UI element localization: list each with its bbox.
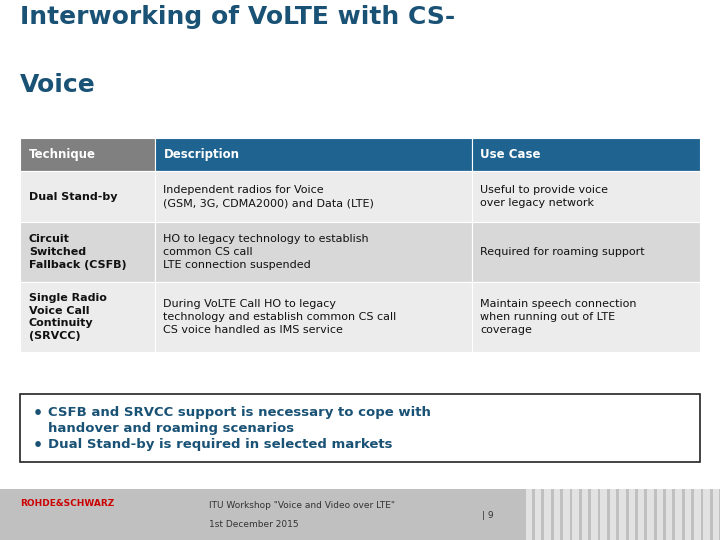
Bar (629, 489, 635, 540)
Text: Circuit
Switched
Fallback (CSFB): Circuit Switched Fallback (CSFB) (29, 234, 127, 270)
Text: Use Case: Use Case (480, 148, 541, 161)
Bar (544, 489, 551, 540)
Bar (638, 489, 644, 540)
Text: Interworking of VoLTE with CS-: Interworking of VoLTE with CS- (20, 5, 456, 29)
Text: Description: Description (163, 148, 240, 161)
Text: Independent radios for Voice
(GSM, 3G, CDMA2000) and Data (LTE): Independent radios for Voice (GSM, 3G, C… (163, 185, 374, 208)
Text: CSFB and SRVCC support is necessary to cope with
handover and roaming scenarios: CSFB and SRVCC support is necessary to c… (48, 406, 431, 435)
Bar (591, 489, 598, 540)
Bar (694, 489, 701, 540)
Bar (582, 489, 588, 540)
Bar (685, 489, 691, 540)
Bar (20, 171, 155, 222)
Bar (155, 138, 472, 171)
Text: Required for roaming support: Required for roaming support (480, 247, 645, 257)
Bar (20, 138, 155, 171)
Bar (666, 489, 672, 540)
Bar (472, 171, 700, 222)
Bar (535, 489, 541, 540)
Bar (657, 489, 663, 540)
Bar (563, 489, 570, 540)
Bar (703, 489, 710, 540)
Text: Useful to provide voice
over legacy network: Useful to provide voice over legacy netw… (480, 185, 608, 208)
Text: During VoLTE Call HO to legacy
technology and establish common CS call
CS voice : During VoLTE Call HO to legacy technolog… (163, 299, 397, 335)
Bar (472, 222, 700, 282)
Bar (713, 489, 719, 540)
Bar (155, 171, 472, 222)
Bar (155, 222, 472, 282)
Text: HO to legacy technology to establish
common CS call
LTE connection suspended: HO to legacy technology to establish com… (163, 234, 369, 270)
Bar (647, 489, 654, 540)
Bar (472, 138, 700, 171)
Text: Dual Stand-by: Dual Stand-by (29, 192, 117, 202)
Bar (526, 489, 532, 540)
Bar (610, 489, 616, 540)
Bar (600, 489, 607, 540)
Text: 1st December 2015: 1st December 2015 (209, 520, 298, 529)
Text: •: • (33, 406, 43, 421)
Bar (554, 489, 560, 540)
Text: Dual Stand-by is required in selected markets: Dual Stand-by is required in selected ma… (48, 438, 392, 451)
Bar (472, 282, 700, 352)
Bar (675, 489, 682, 540)
Bar (20, 394, 700, 462)
Text: ITU Workshop "Voice and Video over LTE": ITU Workshop "Voice and Video over LTE" (209, 501, 395, 510)
Bar (20, 222, 155, 282)
Text: Maintain speech connection
when running out of LTE
coverage: Maintain speech connection when running … (480, 299, 636, 335)
Bar (619, 489, 626, 540)
Text: Single Radio
Voice Call
Continuity
(SRVCC): Single Radio Voice Call Continuity (SRVC… (29, 293, 107, 341)
Bar (155, 282, 472, 352)
Bar (572, 489, 579, 540)
Text: •: • (33, 438, 43, 454)
Text: ROHDE&SCHWARZ: ROHDE&SCHWARZ (20, 498, 114, 508)
Bar (20, 282, 155, 352)
Text: Voice: Voice (20, 73, 96, 97)
Bar (0, 489, 720, 540)
Text: Technique: Technique (29, 148, 96, 161)
Text: | 9: | 9 (482, 511, 494, 520)
